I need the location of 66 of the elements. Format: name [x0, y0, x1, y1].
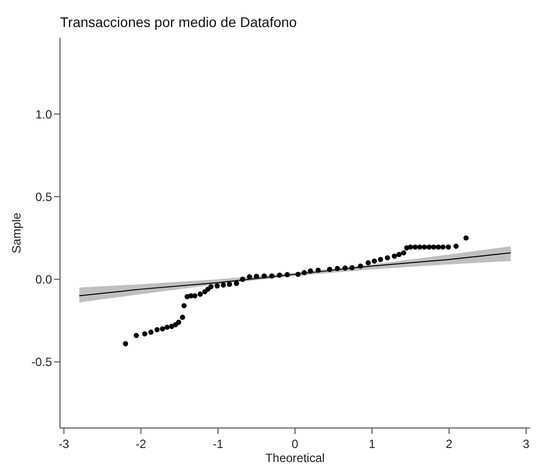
- point: [234, 280, 240, 286]
- point: [308, 268, 314, 274]
- point: [180, 314, 186, 320]
- point: [417, 244, 422, 250]
- point: [342, 265, 348, 271]
- point: [254, 274, 260, 279]
- y-axis-title: Sample: [9, 212, 24, 254]
- point: [436, 244, 441, 250]
- point: [422, 244, 428, 250]
- point: [372, 258, 377, 264]
- point: [154, 327, 160, 332]
- point: [269, 273, 274, 279]
- point: [122, 341, 128, 346]
- point: [366, 260, 371, 266]
- point: [295, 272, 301, 277]
- point: [327, 266, 332, 272]
- line-series: [78, 252, 512, 296]
- point: [440, 244, 446, 250]
- point: [408, 244, 414, 250]
- point: [226, 282, 232, 287]
- point: [401, 250, 406, 256]
- point: [446, 244, 451, 250]
- point: [198, 292, 203, 297]
- point: [214, 283, 220, 288]
- x-axis-title: Theoretical: [265, 451, 325, 465]
- x-tick-label: -1: [212, 437, 224, 451]
- point: [453, 244, 459, 249]
- y-tick-label: 0.0: [35, 272, 52, 287]
- y-tick-label: 0.5: [35, 190, 52, 204]
- point: [181, 303, 187, 308]
- x-tick-label: -3: [58, 437, 70, 451]
- point: [160, 326, 166, 332]
- point: [284, 272, 290, 278]
- point: [302, 270, 307, 276]
- chart-title: Transacciones por medio de Datafono: [60, 14, 297, 30]
- point: [176, 320, 182, 325]
- point: [463, 235, 469, 241]
- y-tick-label: 1.0: [35, 107, 52, 122]
- point: [220, 282, 226, 288]
- point: [262, 273, 267, 279]
- point: [142, 331, 148, 336]
- point: [208, 284, 214, 290]
- point: [316, 268, 321, 273]
- x-tick-label: 1: [368, 437, 376, 451]
- x-tick-label: -2: [136, 437, 147, 451]
- point: [396, 252, 402, 258]
- point: [276, 272, 282, 278]
- y-tick-label: -0.5: [31, 355, 52, 370]
- point: [134, 332, 139, 338]
- x-tick-label: 3: [522, 437, 530, 451]
- point: [392, 254, 397, 259]
- x-tick-label: 2: [446, 437, 453, 451]
- point: [192, 293, 198, 298]
- point: [349, 265, 355, 270]
- point: [412, 244, 418, 250]
- point: [148, 330, 154, 335]
- point: [246, 274, 252, 280]
- point: [334, 266, 340, 272]
- point: [431, 244, 436, 250]
- point: [240, 276, 246, 282]
- point: [384, 255, 390, 260]
- point: [164, 324, 170, 330]
- point: [378, 256, 384, 262]
- x-tick-label: 0: [292, 437, 299, 451]
- point: [426, 244, 432, 250]
- point: [358, 263, 364, 269]
